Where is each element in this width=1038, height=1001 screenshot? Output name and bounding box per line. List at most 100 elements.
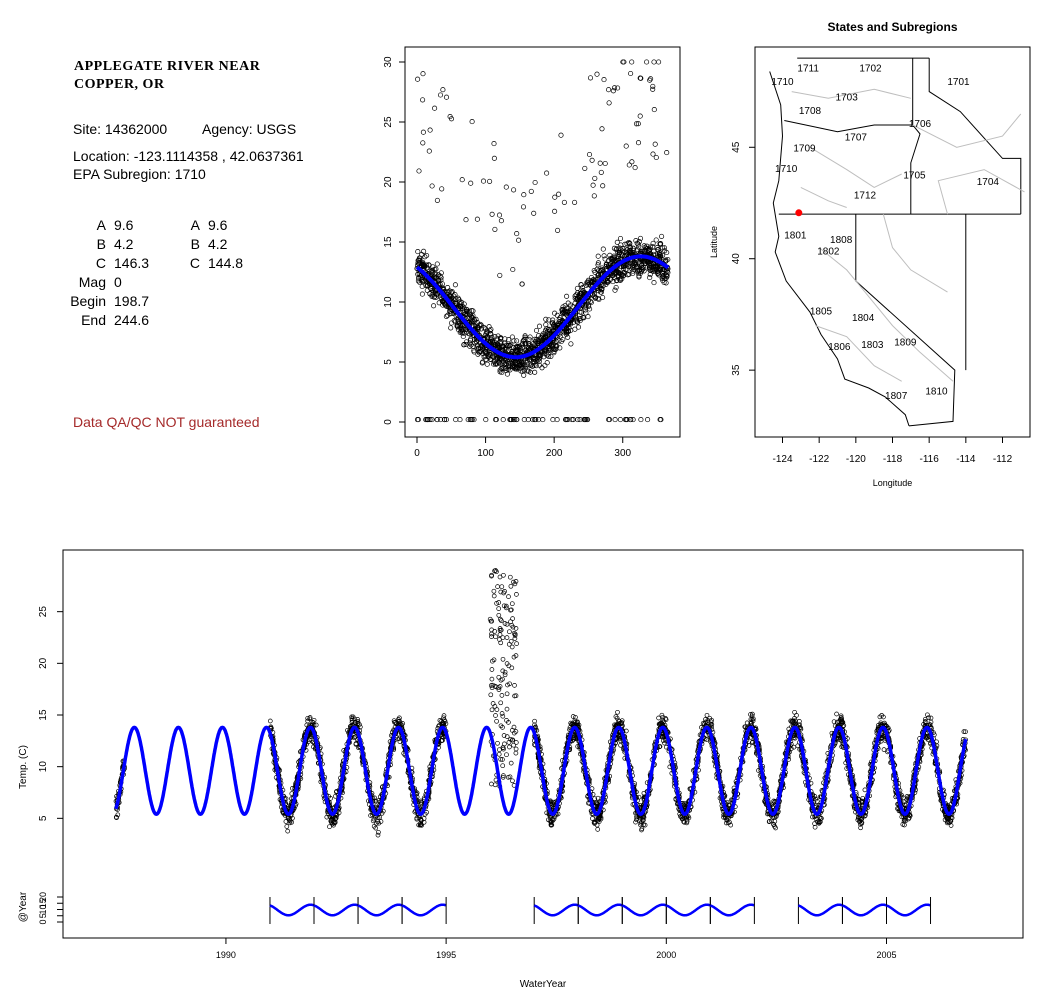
data-point [372,808,378,814]
data-point [596,812,602,818]
data-point [551,348,557,354]
data-point [665,269,671,276]
data-point [403,747,409,753]
data-point [549,819,554,824]
data-point [517,365,523,372]
data-point [366,785,371,791]
data-point [662,263,668,269]
data-point [487,340,493,346]
data-point [558,794,564,800]
data-point [635,810,640,815]
data-point [499,584,505,590]
data-point [642,822,648,828]
data-point [270,739,276,744]
data-point [488,618,494,624]
data-point [660,277,666,284]
data-point [821,797,827,803]
data-point [785,741,791,747]
data-point [449,304,455,310]
data-point [498,627,504,633]
data-point [409,780,415,785]
data-point [838,715,844,720]
data-point [496,612,502,618]
data-point [427,279,434,285]
data-point [637,251,643,257]
data-point [910,795,915,800]
data-point [661,733,667,739]
data-point [447,288,453,294]
data-point [560,336,566,342]
data-point [280,807,286,813]
data-point [347,729,353,735]
data-point [582,165,588,171]
data-point [595,817,601,823]
data-point [409,765,415,771]
data-point [553,342,559,348]
data-point [501,773,506,778]
data-point [561,307,567,313]
data-point [439,281,445,287]
data-point [555,322,561,328]
data-point [709,743,715,749]
data-point [660,245,666,251]
data-point [453,417,459,423]
data-point [691,768,696,773]
data-point [350,727,355,733]
data-point [439,738,444,743]
data-point [542,338,548,344]
data-point [751,733,757,738]
data-point [355,733,361,739]
data-point [908,796,914,801]
data-point [663,736,668,742]
data-point [581,754,586,760]
data-point [619,248,625,254]
data-point [594,814,600,820]
params-right: A 9.6 B 4.2 C 144.8 [170,216,268,273]
data-point [491,361,497,367]
data-point [454,311,460,318]
data-point [565,300,571,306]
data-point [312,746,318,752]
data-point [430,264,436,270]
data-point [485,353,492,359]
data-point [643,246,649,252]
data-point [643,254,649,260]
data-point [351,735,357,741]
data-point [578,741,584,747]
data-point [603,780,608,786]
data-point [285,814,291,819]
data-point [786,747,791,752]
data-point [305,715,311,721]
data-point [272,759,278,764]
data-point [954,801,959,807]
data-point [915,752,921,757]
data-point [554,329,560,335]
data-point [494,361,500,367]
data-point [276,767,281,772]
data-point [469,314,475,320]
data-point [403,745,409,751]
y-tick-label: 25 [383,116,394,128]
data-point [560,319,566,325]
data-point [537,763,543,769]
x-tick-label: -112 [993,454,1013,465]
data-point [634,814,639,820]
data-point [415,260,421,266]
data-point [653,739,658,745]
data-point [589,809,595,814]
data-point [604,775,610,780]
data-point [721,814,726,820]
data-point [442,731,448,737]
data-point [325,809,330,815]
data-point [547,811,553,817]
data-point [391,728,397,734]
data-point [647,251,653,257]
data-point [629,250,635,256]
data-point [591,280,597,286]
data-point [728,811,734,817]
data-point [580,766,586,771]
data-point [953,800,958,805]
data-point [639,250,645,257]
data-point [591,807,597,813]
data-point [454,300,460,307]
